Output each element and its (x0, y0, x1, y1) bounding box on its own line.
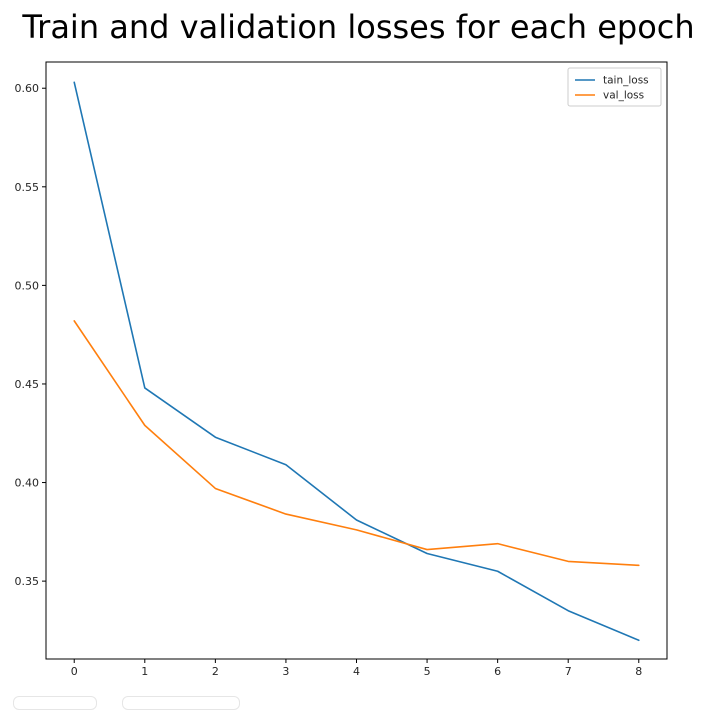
y-tick-label: 0.60 (15, 82, 40, 95)
x-tick-label: 4 (353, 665, 360, 678)
x-tick-label: 2 (212, 665, 219, 678)
chart-title: Train and validation losses for each epo… (22, 8, 695, 46)
series-layer (73, 81, 640, 642)
bottom-control-right (122, 696, 240, 710)
x-tick-label: 7 (565, 665, 572, 678)
series-line-val_loss (73, 320, 640, 567)
y-tick-label: 0.45 (15, 378, 40, 391)
legend-label: val_loss (603, 90, 644, 102)
y-tick-label: 0.50 (15, 279, 40, 292)
x-tick-label: 6 (494, 665, 501, 678)
y-tick-label: 0.55 (15, 181, 40, 194)
y-tick-label: 0.35 (15, 575, 40, 588)
series-line-tain_loss (73, 81, 640, 642)
bottom-control-left (13, 696, 97, 710)
x-tick-label: 0 (71, 665, 78, 678)
x-tick-label: 1 (141, 665, 148, 678)
legend: tain_loss val_loss (567, 67, 662, 107)
y-axis: 0.35 0.40 0.45 0.50 0.55 0.60 (15, 82, 46, 588)
x-tick-label: 5 (424, 665, 431, 678)
legend-box (567, 67, 662, 107)
x-axis: 0 1 2 3 4 5 6 7 8 (71, 659, 642, 678)
x-tick-label: 8 (635, 665, 642, 678)
y-tick-label: 0.40 (15, 477, 40, 490)
x-tick-label: 3 (282, 665, 289, 678)
legend-label: tain_loss (603, 75, 649, 87)
